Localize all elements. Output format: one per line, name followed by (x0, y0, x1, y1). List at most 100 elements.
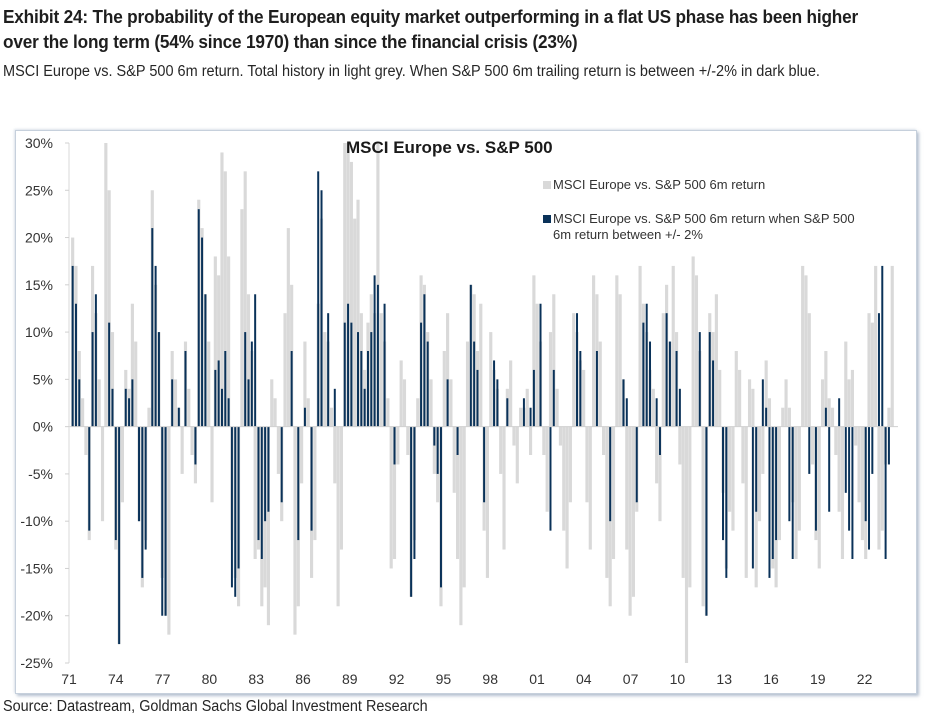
bar-flat-us-phase (363, 388, 366, 427)
bar-total-history (817, 426, 821, 569)
x-tick-label: 98 (482, 671, 498, 687)
bar-flat-us-phase (529, 407, 532, 427)
bar-flat-us-phase (88, 426, 91, 531)
bar-total-history (246, 294, 251, 427)
bar-total-history (346, 143, 350, 427)
bar-total-history (787, 407, 791, 427)
bar-flat-us-phase (164, 426, 167, 616)
bar-flat-us-phase (114, 426, 117, 541)
legend-swatch-flat-us-phase (543, 215, 551, 223)
bar-total-history (333, 426, 337, 484)
bar-total-history (592, 275, 596, 427)
bar-total-history (392, 426, 397, 559)
x-tick-label: 22 (857, 671, 873, 687)
x-tick-label: 04 (576, 671, 592, 687)
bar-total-history (519, 407, 523, 427)
bar-total-history (442, 351, 446, 427)
bar-total-history (598, 341, 602, 427)
bar-total-history (572, 313, 576, 427)
bar-total-history (860, 426, 864, 541)
bar-flat-us-phase (343, 322, 346, 427)
bar-total-history (744, 426, 748, 578)
bar-flat-us-phase (157, 332, 160, 427)
bar-total-history (266, 426, 270, 626)
bar-flat-us-phase (791, 426, 794, 559)
bar-flat-us-phase (141, 426, 144, 578)
x-tick-label: 74 (108, 671, 124, 687)
bar-total-history (844, 341, 848, 427)
bar-total-history (887, 407, 891, 427)
bar-flat-us-phase (373, 275, 376, 427)
bar-flat-us-phase (665, 313, 668, 427)
bar-total-history (515, 426, 519, 484)
bar-total-history (671, 265, 675, 427)
bar-flat-us-phase (884, 426, 887, 559)
bar-flat-us-phase (433, 426, 436, 446)
bar-flat-us-phase (290, 351, 293, 427)
bar-flat-us-phase (161, 426, 164, 616)
bar-total-history (416, 398, 420, 427)
bar-total-history (532, 275, 536, 427)
bar-total-history (512, 426, 516, 446)
bar-flat-us-phase (722, 426, 725, 541)
bar-total-history (701, 426, 705, 607)
bar-flat-us-phase (91, 332, 94, 427)
bar-flat-us-phase (108, 322, 111, 427)
chart-title: MSCI Europe vs. S&P 500 (346, 138, 553, 157)
bar-total-history (601, 426, 606, 455)
bar-flat-us-phase (439, 426, 442, 588)
bar-total-history (850, 369, 854, 427)
bar-total-history (432, 426, 436, 474)
bar-flat-us-phase (824, 407, 827, 427)
bar-flat-us-phase (201, 237, 204, 427)
bar-total-history (283, 313, 287, 427)
bar-total-history (615, 275, 619, 427)
bar-flat-us-phase (118, 426, 121, 645)
bar-total-history (718, 369, 722, 427)
y-tick-label: 10% (25, 324, 53, 340)
bar-total-history (625, 426, 629, 550)
bar-total-history (545, 426, 549, 512)
x-tick-label: 07 (623, 671, 639, 687)
bar-flat-us-phase (768, 426, 771, 578)
bar-total-history (479, 303, 483, 427)
bar-total-history (548, 332, 553, 427)
x-axis-ticks: 71 74 77 80 83 86 89 92 95 98 01 04 07 10 13 16 19 22 (61, 671, 872, 687)
bar-total-history (807, 313, 811, 427)
chart-svg: 30% 25% 20% 15% 10% 5% 0% -5% -10% -15% -20% -25% 7… (20, 135, 898, 687)
bar-flat-us-phase (771, 426, 774, 559)
bar-flat-us-phase (668, 341, 671, 427)
bar-flat-us-phase (131, 379, 134, 427)
bar-flat-us-phase (579, 351, 582, 427)
bar-total-history (107, 190, 111, 427)
bar-flat-us-phase (506, 398, 509, 427)
bar-flat-us-phase (426, 341, 429, 427)
bar-total-history (870, 322, 874, 427)
bar-flat-us-phase (476, 369, 479, 427)
bar-flat-us-phase (658, 426, 661, 455)
x-tick-label: 13 (716, 671, 732, 687)
bar-flat-us-phase (848, 426, 851, 531)
x-tick-label: 80 (202, 671, 218, 687)
bar-total-history (120, 426, 125, 503)
bar-total-history (880, 426, 884, 531)
bar-flat-us-phase (755, 426, 758, 512)
bar-total-history (336, 426, 340, 607)
bar-total-history (747, 379, 752, 427)
bar-flat-us-phase (177, 407, 180, 427)
bar-total-history (300, 426, 304, 484)
bar-total-history (611, 426, 616, 559)
bar-total-history (661, 313, 665, 427)
bar-flat-us-phase (761, 379, 764, 427)
y-tick-label: -5% (28, 466, 53, 482)
x-tick-label: 83 (248, 671, 264, 687)
bar-total-history (830, 407, 835, 427)
bar-total-history (834, 426, 838, 455)
bar-flat-us-phase (310, 426, 313, 531)
series-flat-us-phase (71, 171, 890, 645)
bar-flat-us-phase (257, 426, 260, 541)
bar-total-history (84, 426, 88, 455)
exhibit-subtitle: MSCI Europe vs. S&P 500 6m return. Total… (3, 63, 820, 80)
bar-total-history (323, 332, 327, 427)
bar-total-history (379, 313, 383, 427)
